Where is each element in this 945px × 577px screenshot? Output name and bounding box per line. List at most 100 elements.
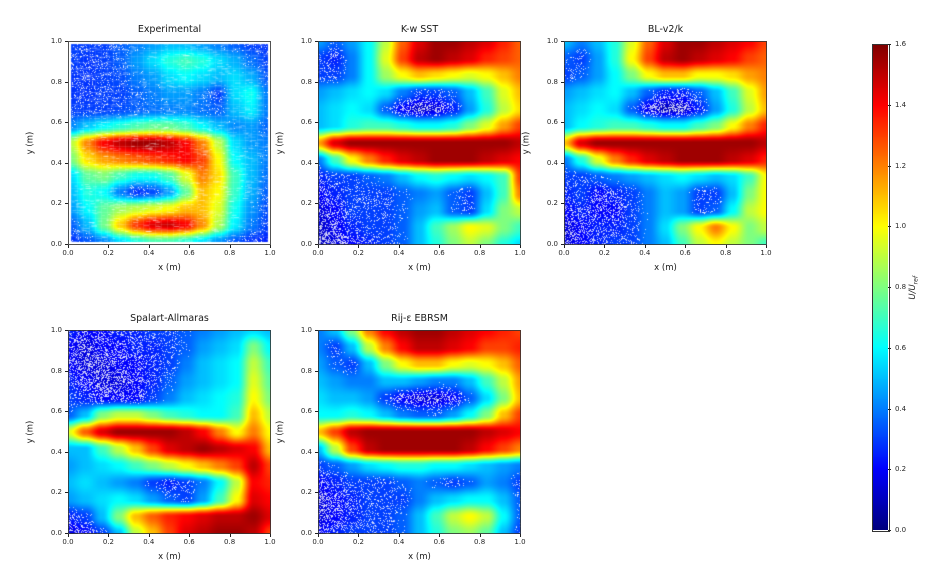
tick-mark <box>888 44 891 45</box>
tick-mark <box>479 534 481 537</box>
tick-mark <box>888 408 891 410</box>
tick-mark <box>479 245 481 248</box>
y-tick-label: 0.2 <box>300 199 312 208</box>
tick-mark <box>561 81 564 83</box>
x-axis-label: x (m) <box>408 263 431 273</box>
tick-mark <box>65 451 68 453</box>
tick-mark <box>315 162 318 164</box>
tick-mark <box>888 104 891 106</box>
y-tick-label: 0.4 <box>50 447 62 456</box>
colorbar-tick-label: 0.0 <box>895 526 907 534</box>
tick-mark <box>766 245 767 248</box>
x-tick-label: 0.4 <box>143 249 155 257</box>
spalart-allmaras-heatmap <box>68 330 271 534</box>
x-tick-label: 0.0 <box>312 249 324 257</box>
y-tick-label: 0.8 <box>50 366 62 375</box>
y-axis-label: y (m) <box>275 131 285 155</box>
x-tick-label: 0.6 <box>433 249 445 257</box>
tick-mark <box>315 330 318 331</box>
x-tick-label: 0.4 <box>393 249 405 257</box>
tick-mark <box>65 122 68 124</box>
colorbar-tick-label: 0.2 <box>895 465 907 474</box>
tick-mark <box>65 244 68 245</box>
y-tick-label: 0.8 <box>300 366 312 375</box>
x-axis-label: x (m) <box>408 552 431 562</box>
tick-mark <box>358 534 360 537</box>
x-tick-label: 0.6 <box>433 538 445 546</box>
x-tick-label: 0.8 <box>224 249 236 257</box>
tick-mark <box>65 330 68 331</box>
tick-mark <box>561 244 564 245</box>
y-tick-label: 1.0 <box>300 37 312 45</box>
x-tick-label: 1.0 <box>514 249 526 257</box>
tick-mark <box>685 245 687 248</box>
tick-mark <box>358 245 360 248</box>
y-tick-label: 0.0 <box>300 240 312 248</box>
x-tick-label: 0.6 <box>679 249 691 257</box>
x-tick-label: 0.8 <box>720 249 732 257</box>
tick-mark <box>315 41 318 42</box>
tick-mark <box>398 245 400 248</box>
y-tick-label: 0.2 <box>546 199 558 208</box>
y-tick-label: 0.6 <box>546 118 558 127</box>
tick-mark <box>398 534 400 537</box>
colorbar-tick-label: 0.4 <box>895 404 907 413</box>
plot-title: Experimental <box>137 24 202 35</box>
colorbar-gradient <box>872 44 888 530</box>
tick-mark <box>888 530 891 531</box>
y-tick-label: 0.6 <box>50 407 62 416</box>
x-tick-label: 1.0 <box>760 249 772 257</box>
x-tick-label: 0.2 <box>598 249 610 257</box>
tick-mark <box>725 245 727 248</box>
tick-mark <box>644 245 646 248</box>
y-tick-label: 0.0 <box>300 529 312 537</box>
tick-mark <box>315 533 318 534</box>
y-tick-label: 0.4 <box>300 158 312 167</box>
tick-mark <box>270 534 271 537</box>
x-tick-label: 0.6 <box>183 249 195 257</box>
y-tick-label: 0.8 <box>546 77 558 86</box>
y-tick-label: 0.2 <box>50 488 62 497</box>
colorbar-tick-label: 1.6 <box>895 40 907 48</box>
x-tick-label: 1.0 <box>264 538 276 546</box>
x-tick-label: 0.4 <box>393 538 405 546</box>
tick-mark <box>68 534 69 537</box>
y-tick-label: 1.0 <box>300 326 312 334</box>
tick-mark <box>318 534 319 537</box>
tick-mark <box>148 534 150 537</box>
tick-mark <box>189 534 191 537</box>
y-tick-label: 0.0 <box>546 240 558 248</box>
colorbar-tick-label: 1.4 <box>895 100 907 109</box>
subplot-experimental: Experimental x (m) y (m) 0.0 0.2 0.4 0.6 0.8… <box>25 24 276 273</box>
x-tick-label: 1.0 <box>264 249 276 257</box>
tick-mark <box>148 245 150 248</box>
tick-mark <box>65 411 68 413</box>
tick-mark <box>439 534 441 537</box>
tick-mark <box>65 370 68 372</box>
tick-mark <box>315 244 318 245</box>
x-tick-label: 0.8 <box>224 538 236 546</box>
tick-mark <box>315 411 318 413</box>
rij-ebrsm-heatmap <box>318 330 521 534</box>
tick-mark <box>564 245 565 248</box>
x-tick-label: 0.0 <box>62 249 74 257</box>
x-tick-label: 0.2 <box>352 249 364 257</box>
tick-mark <box>561 41 564 42</box>
x-tick-label: 0.8 <box>474 538 486 546</box>
tick-mark <box>315 81 318 83</box>
tick-mark <box>520 245 521 248</box>
tick-mark <box>315 370 318 372</box>
y-tick-label: 1.0 <box>50 37 62 45</box>
tick-mark <box>520 534 521 537</box>
y-tick-label: 0.0 <box>50 529 62 537</box>
x-tick-label: 0.6 <box>183 538 195 546</box>
y-tick-label: 1.0 <box>546 37 558 45</box>
y-tick-label: 1.0 <box>50 326 62 334</box>
x-tick-label: 0.0 <box>62 538 74 546</box>
y-axis-label: y (m) <box>25 420 35 444</box>
tick-mark <box>888 347 891 349</box>
tick-mark <box>108 245 110 248</box>
subplot-kw-sst: K-w SST x (m) y (m) 0.0 0.2 0.4 0.6 0.8 1.0 0.… <box>275 24 526 273</box>
y-tick-label: 0.0 <box>50 240 62 248</box>
